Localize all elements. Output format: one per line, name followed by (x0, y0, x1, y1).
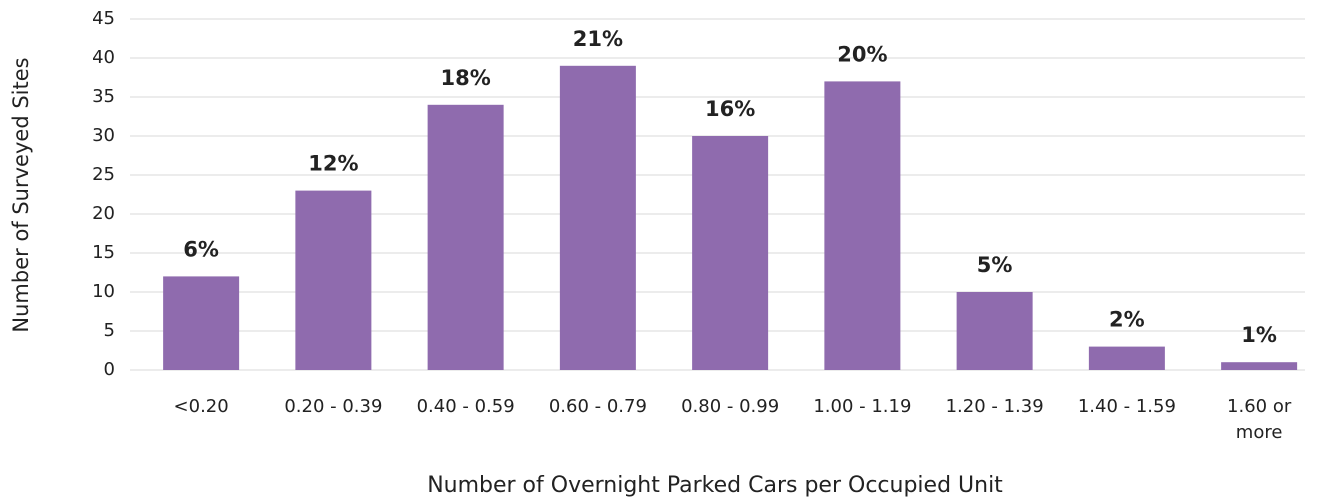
y-tick-label: 20 (92, 203, 115, 224)
y-tick-label: 0 (104, 359, 115, 380)
data-label: 1% (1241, 323, 1277, 347)
bar (1088, 346, 1165, 370)
x-tick-label: 0.80 - 0.99 (681, 396, 780, 417)
bar (824, 81, 901, 371)
x-tick-label-box: 1.20 - 1.39 (945, 396, 1044, 417)
x-tick-label-box: 0.20 - 0.39 (284, 396, 383, 417)
x-tick-label-box: 0.80 - 0.99 (681, 396, 780, 417)
x-tick-label-box: 0.40 - 0.59 (416, 396, 515, 417)
x-tick-label-box: 1.60 or more (1227, 396, 1292, 443)
y-tick-label: 40 (92, 47, 115, 68)
x-axis-title: Number of Overnight Parked Cars per Occu… (427, 473, 1003, 498)
y-tick-label: 25 (92, 164, 115, 185)
data-label: 2% (1109, 308, 1145, 332)
x-tick-label: 1.00 - 1.19 (813, 396, 912, 417)
bar (1221, 362, 1298, 370)
data-label: 16% (705, 97, 755, 121)
bar (295, 190, 372, 370)
x-tick-label-box: 0.60 - 0.79 (548, 396, 647, 417)
x-tick-label: 0.20 - 0.39 (284, 396, 383, 417)
bar (163, 276, 240, 370)
bar (956, 292, 1033, 370)
data-label: 5% (977, 253, 1013, 277)
data-label: 21% (573, 27, 623, 51)
x-tick-label-box: <0.20 (173, 396, 229, 417)
x-tick-label: <0.20 (173, 396, 229, 417)
y-tick-label: 45 (92, 8, 115, 29)
x-tick-label: 1.20 - 1.39 (945, 396, 1044, 417)
data-label: 18% (440, 66, 490, 90)
data-label: 6% (183, 237, 219, 261)
bar (427, 104, 504, 371)
x-tick-label: 0.40 - 0.59 (416, 396, 515, 417)
y-tick-label: 5 (104, 320, 115, 341)
bar (559, 65, 636, 371)
x-tick-label-box: 1.00 - 1.19 (813, 396, 912, 417)
data-label: 12% (308, 152, 358, 176)
y-tick-label: 35 (92, 86, 115, 107)
x-tick-label: 1.60 or more (1227, 396, 1292, 443)
y-tick-label: 10 (92, 281, 115, 302)
y-tick-label: 30 (92, 125, 115, 146)
x-tick-label: 1.40 - 1.59 (1077, 396, 1176, 417)
x-tick-label-box: 1.40 - 1.59 (1077, 396, 1176, 417)
y-tick-label: 15 (92, 242, 115, 263)
data-label: 20% (837, 42, 887, 66)
y-axis-title: Number of Surveyed Sites (9, 57, 33, 332)
x-tick-label: 0.60 - 0.79 (548, 396, 647, 417)
bar (692, 136, 769, 370)
